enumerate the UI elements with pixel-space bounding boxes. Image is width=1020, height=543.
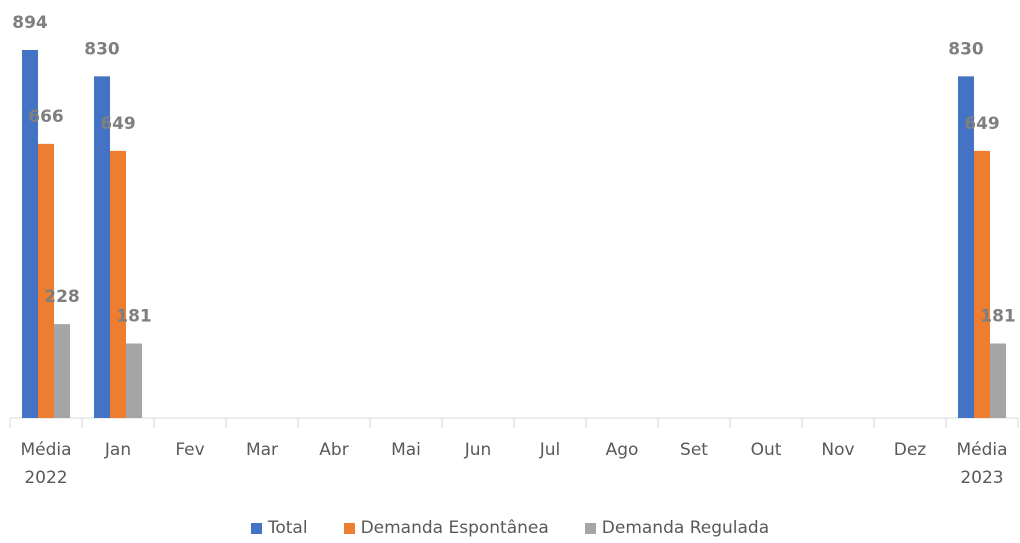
data-label: 830 xyxy=(948,39,984,59)
x-tick-label: Jul xyxy=(539,440,561,460)
x-tick-label: Abr xyxy=(319,440,349,460)
bar xyxy=(974,150,990,419)
data-label: 666 xyxy=(28,107,64,127)
bar xyxy=(22,50,38,418)
x-tick-label: Ago xyxy=(605,440,639,460)
bar xyxy=(990,343,1006,418)
x-tick-label: Dez xyxy=(893,440,927,460)
data-label: 649 xyxy=(100,114,136,134)
legend-swatch xyxy=(343,522,355,534)
bar xyxy=(38,143,54,418)
x-tick-label: Média 2022 xyxy=(20,440,72,488)
x-tick-label: Out xyxy=(750,440,782,460)
bar xyxy=(54,324,70,418)
bar xyxy=(958,76,974,419)
data-label: 181 xyxy=(116,306,152,326)
x-tick-label: Fev xyxy=(175,440,205,460)
legend-label: Total xyxy=(267,518,308,538)
legend-item: Demanda Espontânea xyxy=(343,518,549,538)
x-tick-label: Média 2023 xyxy=(956,440,1008,488)
bar xyxy=(110,150,126,419)
x-tick-label: Mai xyxy=(391,440,421,460)
x-tick-label: Set xyxy=(680,440,708,460)
x-tick-label: Jan xyxy=(104,440,132,460)
x-tick-label: Mar xyxy=(245,440,279,460)
data-label: 649 xyxy=(964,114,1000,134)
bar xyxy=(126,343,142,418)
data-label: 894 xyxy=(12,13,48,33)
legend-item: Total xyxy=(250,518,308,538)
legend-label: Demanda Regulada xyxy=(601,518,770,538)
legend: Total Demanda Espontânea Demanda Regulada xyxy=(0,518,1020,538)
data-label: 830 xyxy=(84,39,120,59)
legend-label: Demanda Espontânea xyxy=(360,518,549,538)
legend-swatch xyxy=(250,522,262,534)
data-label: 181 xyxy=(980,306,1016,326)
x-tick-label: Jun xyxy=(464,440,492,460)
legend-swatch xyxy=(584,522,596,534)
data-label: 228 xyxy=(44,287,80,307)
legend-item: Demanda Regulada xyxy=(584,518,770,538)
bar xyxy=(94,76,110,419)
x-tick-label: Nov xyxy=(821,440,855,460)
